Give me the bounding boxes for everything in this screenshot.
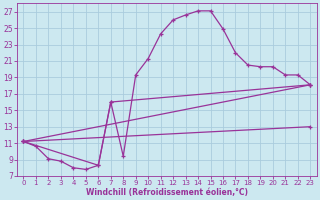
X-axis label: Windchill (Refroidissement éolien,°C): Windchill (Refroidissement éolien,°C)	[86, 188, 248, 197]
